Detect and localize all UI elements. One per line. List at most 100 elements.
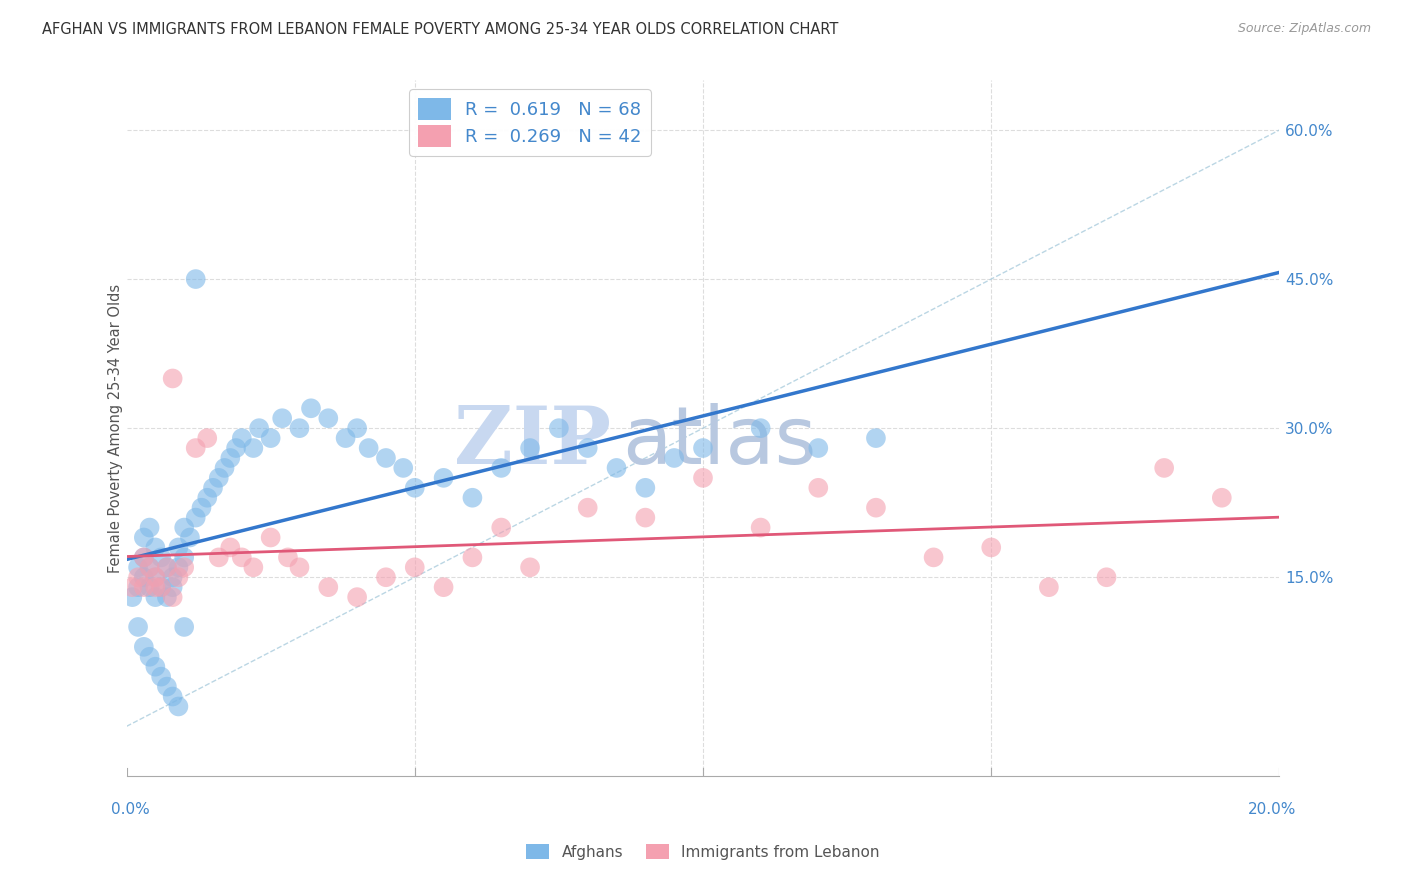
Point: [357, 441, 380, 455]
Point: [318, 411, 340, 425]
Point: [195, 431, 218, 445]
Point: [167, 699, 190, 714]
Point: [190, 500, 212, 515]
Point: [489, 461, 512, 475]
Point: [1095, 570, 1118, 584]
Point: [231, 550, 253, 565]
Point: [173, 520, 195, 534]
Point: [807, 441, 830, 455]
Point: [374, 450, 398, 465]
Point: [127, 580, 149, 594]
Point: [179, 531, 201, 545]
Text: atlas: atlas: [623, 403, 817, 481]
Point: [288, 421, 311, 435]
Point: [749, 520, 772, 534]
Legend: Afghans, Immigrants from Lebanon: Afghans, Immigrants from Lebanon: [520, 838, 886, 866]
Point: [145, 570, 166, 584]
Point: [184, 441, 207, 455]
Text: 20.0%: 20.0%: [1249, 803, 1296, 817]
Point: [242, 441, 264, 455]
Point: [318, 580, 340, 594]
Point: [865, 431, 887, 445]
Point: [433, 580, 456, 594]
Point: [132, 570, 155, 584]
Text: AFGHAN VS IMMIGRANTS FROM LEBANON FEMALE POVERTY AMONG 25-34 YEAR OLDS CORRELATI: AFGHAN VS IMMIGRANTS FROM LEBANON FEMALE…: [42, 22, 838, 37]
Point: [162, 690, 184, 704]
Point: [1038, 580, 1060, 594]
Point: [242, 560, 264, 574]
Point: [259, 431, 281, 445]
Point: [749, 421, 772, 435]
Point: [404, 560, 426, 574]
Point: [156, 590, 179, 604]
Point: [167, 541, 190, 555]
Point: [392, 461, 415, 475]
Point: [980, 541, 1002, 555]
Point: [346, 421, 368, 435]
Point: [519, 441, 541, 455]
Point: [692, 471, 714, 485]
Point: [433, 471, 456, 485]
Point: [173, 620, 195, 634]
Point: [346, 590, 368, 604]
Point: [576, 500, 599, 515]
Point: [664, 450, 686, 465]
Point: [156, 560, 179, 574]
Point: [138, 560, 160, 574]
Point: [634, 510, 657, 524]
Point: [121, 590, 143, 604]
Point: [461, 550, 484, 565]
Point: [184, 510, 207, 524]
Point: [156, 680, 179, 694]
Point: [374, 570, 398, 584]
Point: [150, 580, 173, 594]
Point: [150, 550, 173, 565]
Point: [202, 481, 225, 495]
Point: [195, 491, 218, 505]
Point: [335, 431, 357, 445]
Point: [132, 531, 155, 545]
Point: [1211, 491, 1233, 505]
Point: [219, 450, 242, 465]
Point: [865, 500, 887, 515]
Point: [807, 481, 830, 495]
Point: [208, 471, 231, 485]
Point: [225, 441, 247, 455]
Point: [162, 371, 184, 385]
Point: [145, 590, 166, 604]
Point: [576, 441, 599, 455]
Point: [489, 520, 512, 534]
Point: [138, 580, 160, 594]
Text: 0.0%: 0.0%: [111, 803, 150, 817]
Y-axis label: Female Poverty Among 25-34 Year Olds: Female Poverty Among 25-34 Year Olds: [108, 284, 122, 573]
Point: [299, 401, 322, 416]
Point: [922, 550, 945, 565]
Point: [150, 580, 173, 594]
Point: [132, 580, 155, 594]
Point: [145, 580, 166, 594]
Point: [692, 441, 714, 455]
Point: [173, 560, 195, 574]
Point: [150, 670, 173, 684]
Point: [231, 431, 253, 445]
Point: [145, 570, 166, 584]
Point: [173, 550, 195, 565]
Point: [132, 550, 155, 565]
Point: [184, 272, 207, 286]
Point: [127, 570, 149, 584]
Point: [132, 640, 155, 654]
Point: [121, 580, 143, 594]
Point: [167, 560, 190, 574]
Point: [145, 541, 166, 555]
Point: [271, 411, 294, 425]
Point: [138, 520, 160, 534]
Point: [519, 560, 541, 574]
Point: [634, 481, 657, 495]
Point: [145, 659, 166, 673]
Point: [162, 580, 184, 594]
Point: [214, 461, 236, 475]
Point: [259, 531, 281, 545]
Text: Source: ZipAtlas.com: Source: ZipAtlas.com: [1237, 22, 1371, 36]
Point: [1153, 461, 1175, 475]
Point: [167, 570, 190, 584]
